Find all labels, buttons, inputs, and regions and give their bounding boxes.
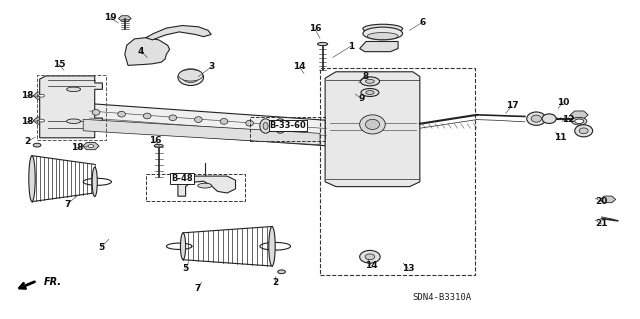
Ellipse shape: [195, 117, 202, 122]
Text: 8: 8: [363, 72, 369, 81]
Ellipse shape: [38, 119, 45, 122]
Ellipse shape: [88, 145, 93, 147]
Ellipse shape: [33, 143, 41, 147]
Text: 19: 19: [104, 13, 116, 22]
Text: 7: 7: [194, 284, 200, 293]
Ellipse shape: [269, 226, 275, 266]
Ellipse shape: [317, 42, 328, 46]
Ellipse shape: [178, 69, 204, 85]
Ellipse shape: [143, 113, 151, 119]
Ellipse shape: [246, 120, 253, 126]
Ellipse shape: [263, 122, 268, 130]
Text: 20: 20: [595, 197, 608, 206]
Text: 13: 13: [402, 264, 415, 273]
Ellipse shape: [67, 119, 81, 123]
Ellipse shape: [29, 156, 35, 202]
Ellipse shape: [363, 27, 403, 40]
Polygon shape: [40, 76, 102, 138]
Text: 18: 18: [20, 117, 33, 126]
Ellipse shape: [575, 125, 593, 137]
Polygon shape: [178, 176, 236, 196]
Ellipse shape: [365, 91, 374, 94]
Text: 18: 18: [20, 91, 33, 100]
Ellipse shape: [365, 254, 375, 260]
Polygon shape: [83, 143, 99, 150]
Ellipse shape: [365, 119, 380, 130]
Text: 3: 3: [208, 63, 214, 71]
Text: 5: 5: [98, 243, 104, 252]
Ellipse shape: [92, 167, 97, 197]
Text: B-33-60: B-33-60: [269, 121, 307, 130]
Ellipse shape: [531, 115, 541, 122]
Ellipse shape: [363, 24, 403, 33]
Ellipse shape: [182, 72, 199, 83]
Text: FR.: FR.: [44, 277, 61, 287]
Ellipse shape: [169, 115, 177, 121]
Ellipse shape: [271, 122, 279, 128]
Text: 2: 2: [272, 278, 278, 287]
Ellipse shape: [198, 183, 212, 188]
Text: 17: 17: [506, 101, 518, 110]
Text: 14: 14: [365, 261, 378, 270]
Text: 16: 16: [148, 137, 161, 145]
Text: 2: 2: [24, 137, 30, 146]
Text: 1: 1: [348, 42, 354, 51]
Text: 11: 11: [554, 133, 566, 142]
Ellipse shape: [38, 94, 45, 97]
Ellipse shape: [542, 114, 556, 123]
Ellipse shape: [220, 118, 228, 124]
Text: 5: 5: [182, 264, 189, 273]
Text: SDN4-B3310A: SDN4-B3310A: [412, 293, 471, 302]
Ellipse shape: [92, 109, 100, 115]
Polygon shape: [600, 196, 616, 203]
Ellipse shape: [278, 270, 285, 274]
Ellipse shape: [365, 79, 374, 83]
Text: B-48: B-48: [171, 174, 193, 183]
Text: 9: 9: [358, 94, 365, 103]
Polygon shape: [570, 111, 588, 119]
Text: 6: 6: [419, 18, 426, 27]
Text: 12: 12: [562, 115, 575, 124]
Polygon shape: [118, 16, 131, 21]
Polygon shape: [33, 117, 50, 124]
Ellipse shape: [360, 115, 385, 134]
Text: 15: 15: [52, 60, 65, 69]
Text: 10: 10: [557, 98, 570, 107]
Polygon shape: [125, 38, 170, 65]
Polygon shape: [360, 41, 398, 52]
Ellipse shape: [361, 89, 379, 97]
Polygon shape: [83, 119, 320, 145]
Polygon shape: [77, 103, 326, 146]
Text: 16: 16: [308, 24, 321, 33]
Ellipse shape: [367, 33, 398, 40]
Ellipse shape: [360, 250, 380, 263]
Text: 21: 21: [595, 219, 608, 228]
Polygon shape: [146, 26, 211, 40]
Polygon shape: [325, 72, 420, 187]
Ellipse shape: [278, 122, 283, 130]
Text: 18: 18: [70, 143, 83, 152]
Text: 14: 14: [293, 63, 306, 71]
Ellipse shape: [179, 70, 203, 81]
Ellipse shape: [579, 128, 588, 134]
Ellipse shape: [527, 112, 546, 125]
Ellipse shape: [360, 77, 380, 86]
Ellipse shape: [275, 119, 286, 133]
Ellipse shape: [154, 144, 163, 147]
Ellipse shape: [180, 233, 186, 260]
Ellipse shape: [297, 124, 305, 130]
Ellipse shape: [260, 119, 271, 133]
Text: 4: 4: [138, 47, 144, 56]
Text: 7: 7: [64, 200, 70, 209]
Polygon shape: [33, 92, 50, 99]
Ellipse shape: [118, 111, 125, 117]
Ellipse shape: [67, 87, 81, 92]
